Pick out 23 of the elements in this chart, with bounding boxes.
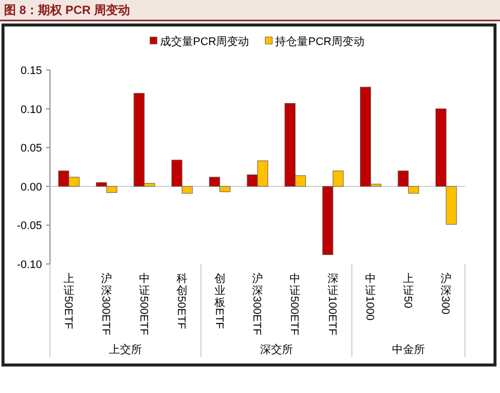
text: 中金所: [392, 343, 425, 356]
x-tick-label: 中证500ETF: [288, 273, 301, 336]
chart-title: 图 8：期权 PCR 周变动: [4, 3, 130, 17]
x-tick-label: 中证500ETF: [137, 273, 150, 336]
x-tick-label: 沪深300ETF: [100, 273, 112, 336]
y-tick-label: -0.10: [16, 259, 42, 271]
legend-label: 持仓量PCR周变动: [275, 35, 364, 48]
y-tick-label: 0.05: [20, 142, 42, 155]
y-tick-label: 0.15: [20, 65, 42, 77]
y-tick-label: 0.10: [20, 104, 42, 116]
x-tick-label: 沪深300ETF: [250, 273, 263, 336]
x-tick-label: 深证100ETF: [326, 273, 338, 336]
text: 上交所: [108, 343, 142, 356]
x-tick-label: 中证1000: [364, 273, 376, 320]
text: 深交所: [260, 343, 293, 356]
x-tick-label: 上证50ETF: [62, 273, 74, 330]
x-tick-label: 科创50ETF: [175, 273, 188, 330]
y-tick-label: 0.00: [20, 181, 42, 194]
x-tick-label: 沪深300: [439, 273, 452, 314]
x-tick-label: 创业板ETF: [212, 273, 226, 329]
x-tick-label: 上证50: [401, 273, 414, 308]
legend-label: 成交量PCR周变动: [160, 35, 250, 48]
y-tick-label: -0.05: [16, 220, 42, 232]
